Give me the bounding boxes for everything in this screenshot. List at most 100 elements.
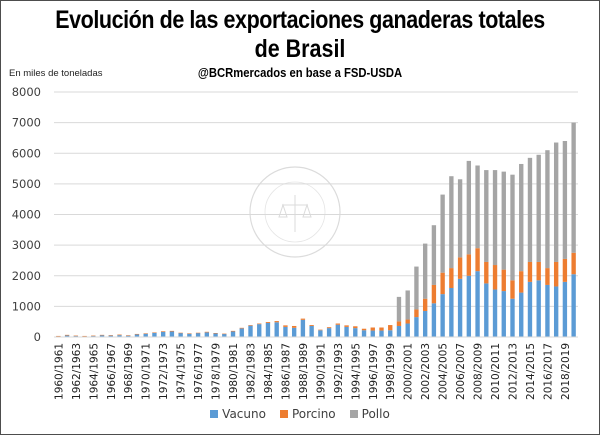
bar-stack — [213, 333, 218, 337]
bar-stack — [291, 325, 297, 337]
bar-stack — [501, 171, 506, 337]
y-tick-label: 2000 — [12, 269, 41, 283]
bar-stack — [248, 325, 253, 337]
bar-porcino — [431, 284, 437, 304]
x-tick-label: 1966/1967 — [106, 343, 118, 400]
bar-vacuno — [160, 331, 166, 337]
bar-vacuno — [134, 334, 140, 337]
bar-porcino — [257, 323, 262, 325]
y-tick-label: 1000 — [12, 299, 41, 313]
bar-pollo — [553, 142, 559, 262]
bar-stack — [108, 335, 113, 337]
bar-stack — [187, 333, 192, 337]
y-tick-label: 7000 — [12, 116, 41, 130]
bar-porcino — [152, 332, 157, 333]
bar-stack — [169, 330, 175, 337]
bar-vacuno — [195, 333, 201, 337]
bar-porcino — [553, 261, 559, 287]
bar-stack — [414, 266, 419, 337]
x-tick-label: 2012/2013 — [508, 343, 520, 400]
legend-item-vacuno: Vacuno — [210, 407, 266, 421]
bar-stack — [379, 327, 384, 337]
bar-stack — [99, 334, 105, 337]
bar-vacuno — [64, 335, 70, 337]
bar-vacuno — [492, 289, 498, 337]
bar-porcino — [248, 325, 253, 326]
bar-stack — [160, 331, 166, 337]
bar-pollo — [527, 157, 533, 262]
bar-vacuno — [291, 327, 297, 337]
bar-stack — [257, 323, 262, 337]
x-tick-label: 1968/1969 — [123, 343, 135, 400]
bar-stack — [283, 325, 288, 337]
bar-porcino — [274, 321, 279, 323]
y-tick-label: 5000 — [12, 177, 41, 191]
bar-vacuno — [300, 319, 306, 337]
bar-stack — [222, 333, 227, 337]
bar-vacuno — [152, 332, 157, 337]
bar-porcino — [440, 272, 445, 295]
bar-porcino — [64, 334, 70, 336]
bar-pollo — [510, 174, 515, 281]
bar-pollo — [475, 165, 480, 249]
bar-porcino — [117, 334, 122, 336]
bar-vacuno — [396, 325, 402, 337]
bar-stack — [274, 321, 279, 337]
bar-vacuno — [379, 330, 384, 337]
bar-stack — [344, 325, 349, 337]
bar-vacuno — [510, 298, 515, 337]
y-axis-ticks: 0 1000 2000 3000 4000 5000 6000 7000 8000 — [12, 85, 41, 344]
bar-porcino — [91, 335, 96, 337]
bar-porcino — [449, 268, 454, 288]
x-tick-label: 2004/2005 — [438, 343, 450, 400]
legend-swatch — [279, 410, 288, 418]
legend-swatch — [349, 410, 358, 418]
bar-porcino — [536, 261, 541, 281]
x-tick-label: 2014/2015 — [525, 343, 537, 400]
bar-vacuno — [117, 335, 122, 337]
bar-vacuno — [213, 333, 218, 337]
bar-pollo — [457, 179, 463, 258]
bar-vacuno — [99, 335, 105, 337]
x-tick-label: 1980/1981 — [228, 343, 240, 400]
bar-stack — [239, 327, 244, 337]
x-tick-label: 2000/2001 — [403, 343, 415, 400]
x-tick-label: 2016/2017 — [542, 343, 554, 400]
bar-porcino — [204, 331, 210, 333]
bar-vacuno — [318, 330, 323, 337]
bar-porcino — [230, 330, 236, 332]
bar-porcino — [457, 257, 463, 279]
bar-vacuno — [571, 274, 576, 337]
chart-title-line-2: de Brasil — [254, 35, 346, 63]
bar-pollo — [396, 296, 402, 322]
legend-label: Porcino — [291, 407, 336, 421]
x-tick-label: 1992/1993 — [333, 343, 345, 400]
bar-stack — [178, 332, 183, 337]
bar-pollo — [431, 225, 437, 285]
legend-label: Vacuno — [222, 407, 266, 421]
y-tick-label: 3000 — [12, 238, 41, 252]
bar-stack — [396, 296, 402, 337]
x-tick-label: 1986/1987 — [280, 343, 292, 400]
bar-vacuno — [466, 275, 472, 337]
x-tick-label: 1982/1983 — [246, 343, 258, 400]
bar-porcino — [169, 330, 175, 332]
bar-porcino — [187, 333, 192, 334]
gridlines — [54, 91, 578, 307]
bar-stack — [553, 142, 559, 337]
bar-porcino — [405, 319, 410, 324]
bar-vacuno — [108, 335, 113, 337]
bar-stack — [91, 335, 96, 337]
bar-porcino — [379, 327, 384, 331]
bar-vacuno — [187, 333, 192, 337]
bar-stack — [440, 194, 445, 337]
bar-porcino — [309, 325, 314, 326]
bar-porcino — [134, 333, 140, 335]
bar-stack — [353, 326, 358, 337]
bar-vacuno — [230, 331, 236, 337]
bar-vacuno — [431, 303, 437, 337]
x-axis-ticks: 1960/1961 1962/1963 1964/1965 1966/1967 1968… — [53, 343, 572, 400]
bar-stack — [195, 332, 201, 337]
bar-vacuno — [422, 310, 428, 337]
